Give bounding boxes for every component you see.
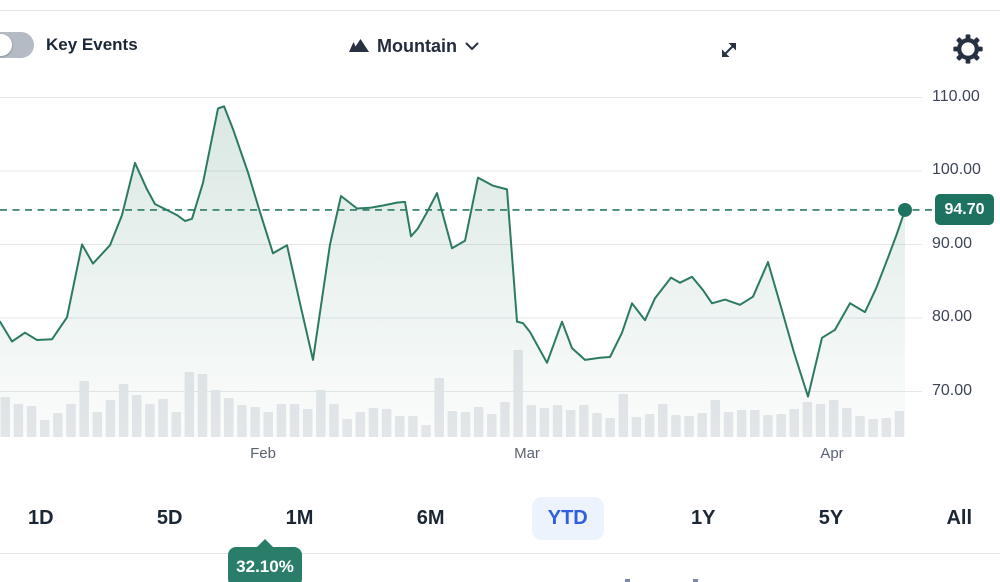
y-axis-tick: 70.00 <box>932 381 973 399</box>
range-button-1d[interactable]: 1D <box>12 497 70 540</box>
chart-toolbar: Key Events Mountain <box>0 10 1000 80</box>
y-axis-tick: 90.00 <box>932 234 973 252</box>
range-button-6m[interactable]: 6M <box>401 497 461 540</box>
x-axis-month-label: Apr <box>820 445 844 462</box>
range-button-5d[interactable]: 5D <box>141 497 199 540</box>
range-selector: 1D 5D 1M 6M YTD 1Y 5Y All <box>0 492 1000 544</box>
bottom-divider <box>0 553 1000 554</box>
chevron-down-icon <box>465 42 479 50</box>
last-price-badge: 94.70 <box>935 194 994 226</box>
x-axis-month-label: Mar <box>514 445 540 462</box>
chart-type-dropdown[interactable]: Mountain <box>348 32 479 60</box>
change-percent-tooltip: 32.10% <box>228 539 302 582</box>
cutoff-text-fragment <box>693 579 698 582</box>
x-axis-month-label: Feb <box>250 445 276 462</box>
change-percent-value: 32.10% <box>236 557 294 576</box>
cutoff-text-fragment <box>625 579 630 582</box>
expand-icon[interactable] <box>714 35 744 65</box>
y-axis-tick: 80.00 <box>932 308 973 325</box>
range-button-1y[interactable]: 1Y <box>675 497 731 540</box>
range-button-ytd[interactable]: YTD <box>531 496 604 540</box>
y-axis-tick: 100.00 <box>932 161 981 178</box>
top-divider <box>0 10 1000 11</box>
range-button-all[interactable]: All <box>930 497 988 540</box>
range-button-1m[interactable]: 1M <box>270 497 330 540</box>
toggle-knob <box>0 34 12 56</box>
y-axis-tick: 110.00 <box>932 87 980 105</box>
range-button-5y[interactable]: 5Y <box>803 497 859 540</box>
mountain-icon <box>349 39 369 52</box>
chart-type-label: Mountain <box>377 35 457 56</box>
key-events-label: Key Events <box>46 35 138 54</box>
settings-gear-icon[interactable] <box>952 33 984 65</box>
key-events-toggle[interactable] <box>0 32 34 58</box>
tooltip-arrow-icon <box>256 539 274 548</box>
